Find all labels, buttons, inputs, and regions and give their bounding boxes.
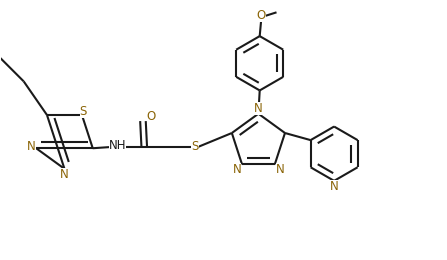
Text: N: N <box>254 101 263 114</box>
Text: N: N <box>330 180 339 193</box>
Text: S: S <box>80 105 87 118</box>
Text: O: O <box>257 9 266 22</box>
Text: N: N <box>60 168 69 181</box>
Text: O: O <box>147 110 156 123</box>
Text: N: N <box>232 163 241 176</box>
Text: NH: NH <box>109 139 126 152</box>
Text: S: S <box>191 140 198 153</box>
Text: N: N <box>276 163 284 176</box>
Text: N: N <box>27 140 36 153</box>
